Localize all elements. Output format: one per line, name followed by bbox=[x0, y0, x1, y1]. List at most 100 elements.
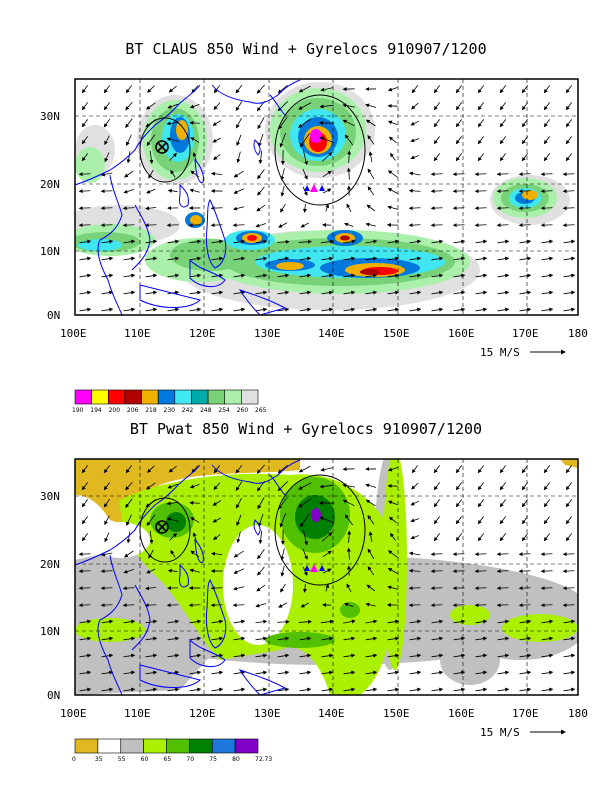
wind-arrow bbox=[365, 256, 378, 261]
wind-arrow bbox=[302, 149, 308, 166]
wind-arrow bbox=[496, 189, 509, 194]
wind-arrow bbox=[565, 499, 573, 508]
wind-arrow bbox=[123, 569, 134, 574]
colorbar-tick-label: 55 bbox=[118, 756, 126, 763]
wind-arrow bbox=[431, 670, 444, 675]
wind-arrow bbox=[519, 273, 532, 278]
wind-arrow bbox=[433, 153, 441, 162]
wind-arrow bbox=[452, 552, 465, 557]
wind-arrow bbox=[521, 153, 529, 162]
wind-arrow bbox=[189, 290, 202, 295]
wind-arrow bbox=[565, 136, 573, 145]
wind-arrow bbox=[521, 533, 529, 542]
wind-arrow bbox=[299, 256, 312, 261]
wind-arrow bbox=[541, 653, 554, 658]
wind-arrow bbox=[322, 170, 332, 178]
colorbar-swatch bbox=[211, 738, 236, 754]
wind-arrow bbox=[100, 603, 113, 608]
top-map-frame bbox=[74, 78, 579, 316]
wind-arrow bbox=[344, 602, 354, 607]
wind-arrow bbox=[411, 102, 419, 110]
bottom-axis-labels: 30N 20N 10N 0N 100E 110E 120E 130E 140E … bbox=[40, 490, 588, 739]
wind-arrow bbox=[541, 273, 554, 278]
wind-arrow bbox=[189, 500, 200, 505]
wind-arrow bbox=[565, 533, 573, 542]
wind-arrow bbox=[430, 569, 443, 574]
wind-arrow bbox=[233, 636, 246, 641]
wind-arrow bbox=[540, 586, 553, 591]
wind-arrow bbox=[562, 223, 575, 228]
wind-arrow bbox=[342, 619, 356, 624]
wind-arrow bbox=[518, 569, 531, 574]
wind-arrow bbox=[521, 119, 529, 128]
wind-arrow bbox=[122, 223, 135, 228]
wind-arrow bbox=[452, 569, 465, 574]
wind-arrow bbox=[277, 290, 290, 295]
wind-arrow bbox=[277, 273, 290, 278]
wind-arrow bbox=[81, 85, 89, 94]
wind-arrow bbox=[433, 482, 441, 491]
coastline bbox=[269, 474, 286, 496]
wind-arrow bbox=[453, 307, 466, 312]
wind-arrow bbox=[321, 653, 334, 658]
wind-arrow bbox=[298, 498, 312, 508]
wind-arrow bbox=[367, 135, 375, 145]
wind-arrow bbox=[189, 188, 200, 193]
wind-arrow bbox=[123, 307, 136, 312]
wind-arrow bbox=[342, 119, 355, 127]
wind-arrow bbox=[125, 481, 133, 491]
lon-label: 180 bbox=[568, 707, 588, 720]
wind-arrow bbox=[541, 670, 554, 675]
coastline bbox=[131, 584, 151, 651]
wind-arrow bbox=[540, 189, 553, 194]
wind-arrow bbox=[365, 687, 378, 692]
wind-arrow bbox=[541, 256, 554, 261]
wind-arrow bbox=[519, 239, 532, 244]
wind-arrow bbox=[346, 547, 351, 560]
wind-arrow bbox=[499, 119, 507, 128]
wind-arrow bbox=[477, 153, 485, 162]
colorbar-tick-label: 260 bbox=[237, 407, 249, 414]
wind-arrow bbox=[562, 586, 575, 591]
wind-arrow bbox=[280, 203, 286, 213]
wind-arrow bbox=[79, 273, 92, 278]
colorbar-swatch bbox=[234, 738, 259, 754]
wind-arrow bbox=[124, 170, 134, 178]
bottom-colorbar: 0 35 55 60 65 70 75 80 72.73 bbox=[72, 738, 272, 763]
wind-arrow bbox=[322, 550, 332, 558]
wind-arrow bbox=[408, 586, 421, 591]
wind-arrow bbox=[408, 206, 421, 211]
wind-arrow bbox=[78, 189, 91, 194]
wind-arrow bbox=[103, 102, 111, 111]
wind-arrow bbox=[79, 256, 92, 261]
wind-arrow bbox=[145, 206, 157, 211]
lon-label: 150E bbox=[383, 327, 410, 340]
wind-arrow bbox=[123, 256, 136, 261]
wind-arrow bbox=[455, 499, 463, 508]
wind-arrow bbox=[233, 586, 245, 591]
wind-arrow bbox=[255, 653, 268, 658]
wind-arrow bbox=[455, 102, 463, 111]
lat-label: 20N bbox=[40, 178, 60, 191]
coastline bbox=[97, 174, 123, 315]
lon-label: 100E bbox=[60, 707, 87, 720]
lat-label: 30N bbox=[40, 110, 60, 123]
wind-arrow bbox=[563, 273, 576, 278]
wind-arrow bbox=[78, 569, 91, 574]
wind-arrow bbox=[540, 223, 553, 228]
wind-arrow bbox=[233, 619, 246, 624]
wind-arrow bbox=[188, 603, 201, 608]
wind-arrow bbox=[563, 307, 576, 312]
wind-arrow bbox=[78, 223, 91, 228]
wind-arrow bbox=[255, 273, 268, 278]
wind-arrow bbox=[189, 120, 200, 125]
wind-arrow bbox=[210, 603, 223, 608]
coastline bbox=[205, 198, 227, 269]
wind-arrow bbox=[145, 636, 158, 641]
wind-arrow bbox=[167, 636, 180, 641]
wind-arrow bbox=[166, 137, 179, 142]
wind-arrow bbox=[126, 531, 131, 544]
wind-arrow bbox=[167, 256, 180, 261]
gyre-contours bbox=[139, 94, 366, 206]
wind-arrow bbox=[453, 256, 466, 261]
